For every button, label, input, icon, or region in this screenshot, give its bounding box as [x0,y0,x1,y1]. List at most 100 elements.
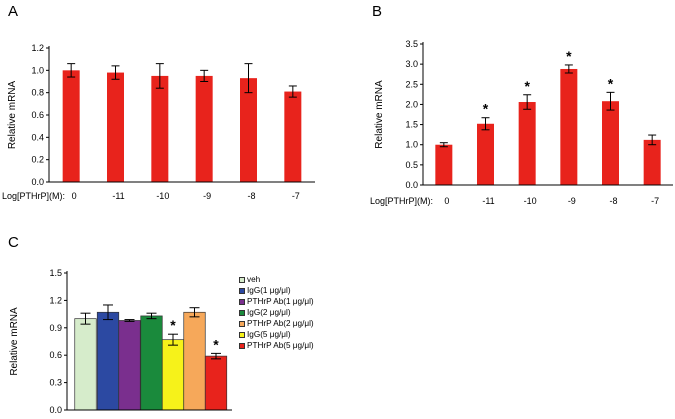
legend-swatch [239,332,245,339]
pb-bar [477,123,494,185]
pb-bar [518,102,536,185]
legend-label: veh [247,274,261,284]
pb-x-tick-label: 0 [444,196,449,206]
pc-y-tick-label: 0.9 [49,323,62,333]
legend-c: veh IgG(1 μg/μl) PTHrP Ab(1 μg/μl) IgG(2 μg… [239,274,379,352]
legend-item: IgG(2 μg/μl) [239,307,379,318]
pa-bar [195,75,213,182]
pb-y-tick-label: 0.0 [405,180,418,190]
pa-y-tick-label: 1.0 [31,65,44,75]
legend-swatch [239,343,245,350]
legend-swatch [239,320,245,327]
pa-y-tick-label: 0.4 [31,132,44,142]
pb-significance-mark: * [608,75,614,91]
chart-panel-c: 0.0 0.3 0.6 0.9 1.2 1.5 Relative mRNA * * [9,268,232,415]
pa-error-bar [67,63,76,78]
chart-panel-b: 0.0 0.5 1.0 1.5 2.0 2.5 3.0 3.5 Relative mRNA * * *… [370,39,673,206]
pa-y-tick-label: 0.6 [31,110,44,120]
pa-x-tick-label: -11 [112,191,124,201]
pa-error-bar [155,63,164,89]
legend-swatch [239,298,245,305]
pa-x-axis-label: Log[PTHrP](M): [2,191,65,201]
legend-item: veh [239,274,379,285]
pc-bar [204,355,228,411]
pc-bar [96,311,120,411]
pb-y-tick-label: 2.0 [405,99,418,109]
pc-y-tick-label: 1.5 [49,268,62,278]
pa-y-axis-label: Relative mRNA [7,81,18,150]
pc-bar [140,315,163,411]
pb-bar [560,68,578,185]
pa-y-tick-label: 0.2 [31,155,44,165]
pb-x-tick-label: -9 [568,196,576,206]
legend-swatch [239,276,245,283]
pa-x-tick-label: -9 [203,191,211,201]
pc-significance-mark: * [170,317,176,333]
pa-error-bar [288,85,297,98]
pa-error-bar [111,65,120,80]
chart-panel-a: 0.0 0.2 0.4 0.6 0.8 1.0 1.2 Relative mRNA Log[PT… [2,43,315,201]
pc-error-bar [124,319,135,322]
legend-label: IgG(5 μg/μl) [247,330,291,340]
pb-y-tick-label: 2.5 [405,79,418,89]
pc-y-tick-label: 1.2 [49,295,62,305]
pb-y-tick-label: 3.5 [405,39,418,49]
legend-item: PTHrP Ab(1 μg/μl) [239,296,379,307]
legend-label: PTHrP Ab(5 μg/μl) [247,341,314,351]
pb-y-tick-label: 1.5 [405,120,418,130]
legend-item: PTHrP Ab(5 μg/μl) [239,341,379,352]
legend-label: PTHrP Ab(2 μg/μl) [247,318,314,328]
legend-swatch [239,309,245,316]
panel-label-b: B [372,3,382,20]
pb-y-tick-label: 3.0 [405,59,418,69]
pb-y-tick-label: 1.0 [405,140,418,150]
pc-error-bar [103,304,113,321]
pa-bar [107,72,124,182]
pb-error-bar [523,94,532,110]
pc-bar [161,339,185,411]
pc-bar [74,318,97,411]
pc-error-bar [189,307,200,318]
legend-label: PTHrP Ab(1 μg/μl) [247,296,314,306]
pb-x-tick-label: -11 [482,196,494,206]
pb-significance-mark: * [483,101,489,117]
pc-bar [118,320,141,411]
pb-y-tick-label: 0.5 [405,160,418,170]
pb-error-bar [439,142,448,148]
pb-significance-mark: * [566,48,572,64]
panel-label-c: C [8,234,19,251]
legend-label: IgG(2 μg/μl) [247,307,291,317]
pc-error-bar [146,312,157,320]
legend-item: IgG(1 μg/μl) [239,285,379,296]
pa-x-tick-label: -7 [292,191,300,201]
panel-label-a: A [8,3,18,20]
pa-error-bar [244,63,253,94]
pb-y-axis-label: Relative mRNA [374,80,385,149]
pc-y-tick-label: 0.3 [49,378,62,388]
pc-error-bar [80,312,91,325]
legend-label: IgG(1 μg/μl) [247,285,291,295]
pc-y-tick-label: 0.0 [49,405,62,415]
pa-bar [62,70,80,182]
pc-y-axis-label: Relative mRNA [9,307,20,376]
pb-error-bar [481,117,490,131]
pb-x-tick-label: -7 [651,196,659,206]
pa-x-tick-label: 0 [72,191,77,201]
pb-x-axis-label: Log[PTHrP](M): [370,196,433,206]
pb-x-tick-label: -8 [609,196,617,206]
legend-swatch [239,287,245,294]
pa-bar [151,75,169,182]
pc-error-bar [168,333,178,346]
pb-significance-mark: * [524,78,530,94]
pb-error-bar [648,134,657,146]
pb-x-tick-label: -10 [524,196,537,206]
pa-y-tick-label: 0.0 [31,177,44,187]
pa-bar [240,78,257,182]
pa-x-tick-label: -8 [247,191,255,201]
pa-y-tick-label: 0.8 [31,88,44,98]
pa-x-tick-label: -10 [156,191,169,201]
pb-error-bar [564,64,573,74]
pa-y-tick-label: 1.2 [31,43,44,53]
pb-error-bar [606,91,615,111]
